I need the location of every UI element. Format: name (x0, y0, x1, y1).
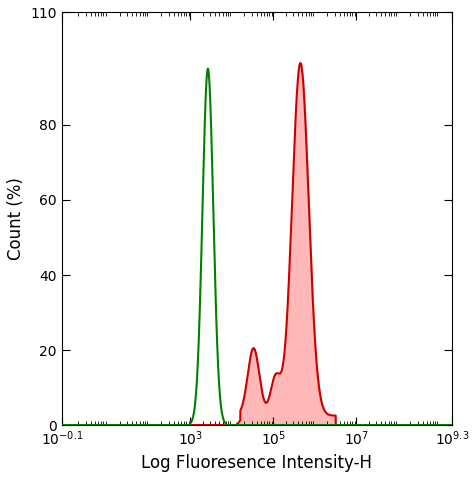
Y-axis label: Count (%): Count (%) (7, 177, 25, 260)
X-axis label: Log Fluoresence Intensity-H: Log Fluoresence Intensity-H (141, 454, 372, 472)
